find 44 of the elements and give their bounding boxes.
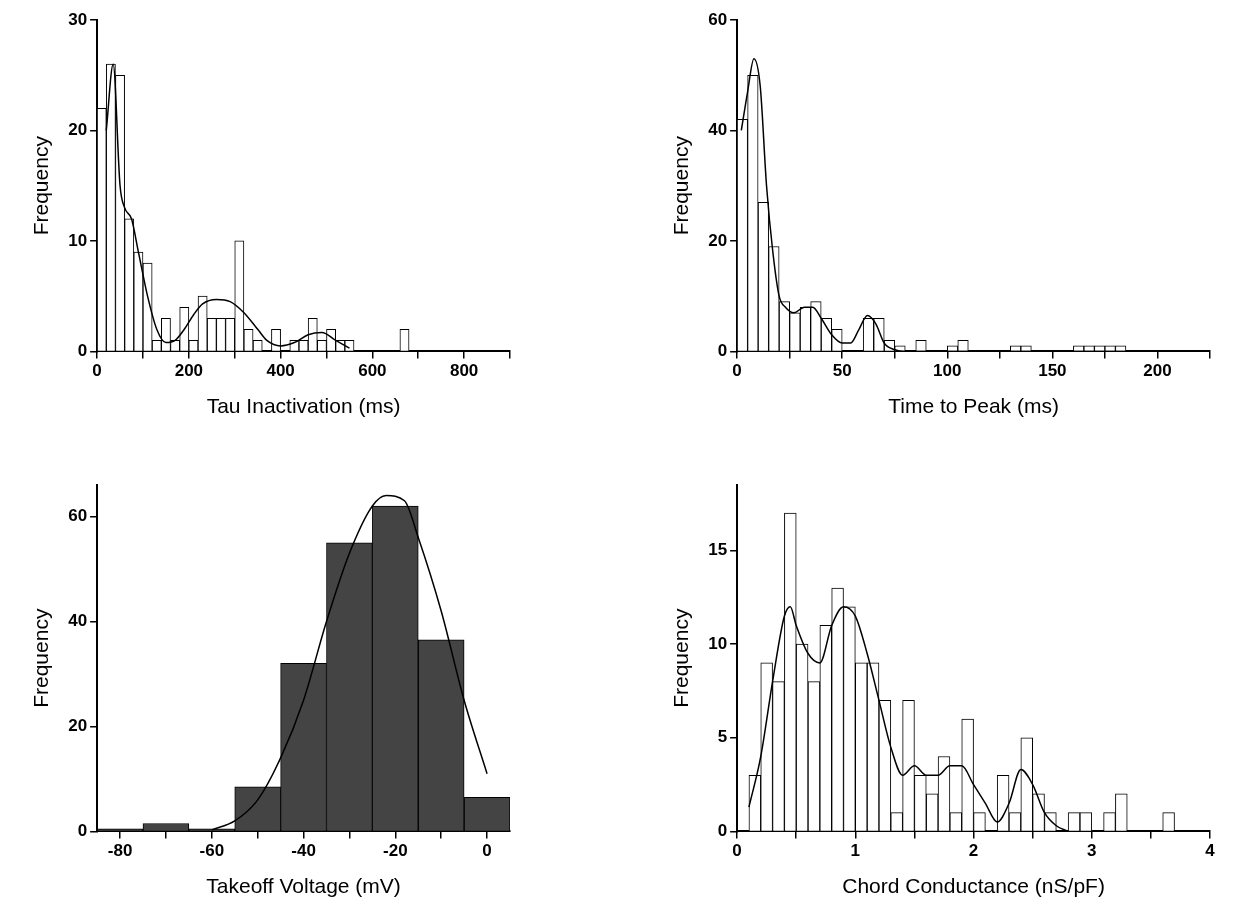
x-axis-title: Tau Inactivation (ms) [206,394,401,418]
y-tick-label: 15 [708,540,728,560]
x-tick-label: 2 [968,841,979,861]
y-axis-title: Frequency [669,608,693,708]
y-tick-label: 0 [717,821,728,841]
x-tick-label: -40 [291,841,316,861]
y-tick-label: 60 [708,9,728,29]
y-tick-label: 20 [68,120,88,140]
x-tick-label: 0 [732,361,742,381]
x-tick-label: 50 [832,361,852,381]
x-axis-title: Time to Peak (ms) [888,394,1059,418]
x-tick-label: 800 [449,361,479,381]
x-axis-title: Takeoff Voltage (mV) [206,874,401,898]
y-tick-label: 30 [68,9,88,29]
x-tick-label: 200 [174,361,204,381]
x-tick-label: 150 [1038,361,1067,381]
x-tick-label: 1 [850,841,861,861]
y-axis-title: Frequency [669,135,693,236]
x-tick-label: 4 [1205,841,1216,861]
x-tick-label: -20 [383,841,408,861]
x-tick-label: 200 [1143,361,1172,381]
x-tick-label: 0 [92,361,102,381]
y-tick-label: 0 [717,341,728,361]
y-axis-title: Frequency [29,608,53,708]
y-tick-label: 40 [68,611,88,631]
y-tick-label: 40 [708,120,728,140]
y-tick-label: 0 [77,821,88,841]
y-tick-label: 10 [68,230,88,250]
y-tick-label: 10 [708,633,728,653]
x-axis-title: Chord Conductance (nS/pF) [842,874,1105,898]
y-tick-label: 20 [708,230,728,250]
y-tick-label: 5 [717,727,728,747]
x-tick-label: 3 [1087,841,1097,861]
y-tick-label: 20 [68,716,88,736]
x-tick-label: 100 [933,361,962,381]
y-tick-label: 60 [68,506,88,526]
x-tick-label: -80 [107,841,133,861]
x-tick-label: -60 [199,841,225,861]
x-tick-label: 600 [358,361,387,381]
x-tick-label: 400 [266,361,295,381]
x-tick-label: 0 [732,841,742,861]
y-tick-label: 0 [77,341,88,361]
y-axis-title: Frequency [29,135,53,236]
x-tick-label: 0 [482,841,492,861]
